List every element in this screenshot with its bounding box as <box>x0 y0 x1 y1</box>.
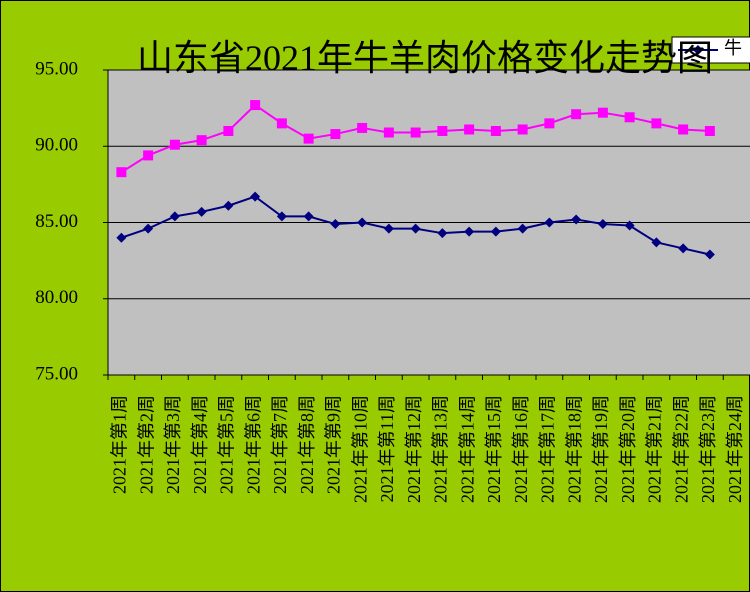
x-tick-label: 2021年第11周 <box>377 395 397 502</box>
data-point <box>571 109 582 120</box>
data-point <box>116 167 127 178</box>
data-point <box>143 150 154 161</box>
data-point <box>597 107 608 118</box>
data-point <box>678 243 689 254</box>
data-point <box>196 135 207 146</box>
x-tick-label: 2021年第19周 <box>591 395 611 503</box>
x-tick-label: 2021年第4周 <box>190 395 210 494</box>
data-point <box>357 217 368 228</box>
x-tick-label: 2021年第2周 <box>136 395 156 494</box>
data-point <box>383 223 394 234</box>
data-point <box>410 127 421 138</box>
legend: 牛 <box>671 36 750 64</box>
data-point <box>624 220 635 231</box>
x-tick-label: 2021年第8周 <box>297 395 317 494</box>
data-point <box>678 124 689 135</box>
x-tick-label: 2021年第20周 <box>618 395 638 503</box>
data-point <box>464 124 475 135</box>
x-tick-label: 2021年第17周 <box>538 395 558 503</box>
x-tick-label: 2021年第16周 <box>511 395 531 503</box>
x-tick-label: 2021年第5周 <box>217 395 237 494</box>
x-tick-label: 2021年第1周 <box>110 395 130 494</box>
data-point <box>410 223 421 234</box>
x-tick-label: 2021年第12周 <box>404 395 424 503</box>
x-tick-label: 2021年第21周 <box>645 395 665 503</box>
data-point <box>330 129 341 140</box>
data-point <box>169 139 180 150</box>
x-tick-label: 2021年第6周 <box>243 395 263 494</box>
x-tick-label: 2021年第14周 <box>457 395 477 503</box>
data-point <box>116 232 127 243</box>
x-tick-label: 2021年第23周 <box>698 395 718 503</box>
data-point <box>704 249 715 260</box>
x-tick-label: 2021年第3周 <box>163 395 183 494</box>
data-point <box>196 206 207 217</box>
y-tick-label: 90.00 <box>35 135 78 156</box>
data-point <box>330 219 341 230</box>
data-point <box>303 133 314 144</box>
y-tick-label: 75.00 <box>35 363 78 384</box>
data-point <box>651 118 662 129</box>
data-point <box>651 237 662 248</box>
data-point <box>250 191 261 202</box>
x-tick-label: 2021年第24周 <box>725 395 745 503</box>
data-point <box>490 226 501 237</box>
data-point <box>169 211 180 222</box>
data-point <box>437 228 448 239</box>
data-point <box>624 112 635 123</box>
data-point <box>223 126 234 136</box>
legend-label: 牛 <box>724 38 742 58</box>
data-point <box>383 127 394 138</box>
data-point <box>276 211 287 222</box>
x-tick-label: 2021年第9周 <box>324 395 344 494</box>
data-point <box>276 118 287 129</box>
x-tick-label: 2021年第18周 <box>564 395 584 503</box>
data-point <box>250 100 261 111</box>
data-point <box>464 226 475 237</box>
data-point <box>357 122 368 133</box>
data-point <box>544 217 555 228</box>
data-point <box>303 211 314 222</box>
y-tick-label: 85.00 <box>35 211 78 232</box>
data-point <box>517 124 528 135</box>
y-tick-label: 80.00 <box>35 287 78 308</box>
data-point <box>143 223 154 234</box>
chart-title: 山东省2021年牛羊肉价格变化走势图 <box>136 38 713 78</box>
y-tick-label: 95.00 <box>35 58 78 79</box>
x-tick-label: 2021年第10周 <box>350 395 370 503</box>
data-point <box>517 223 528 234</box>
data-point <box>704 126 715 136</box>
data-point <box>597 219 608 230</box>
x-tick-label: 2021年第7周 <box>270 395 290 494</box>
data-point <box>490 126 501 136</box>
data-point <box>437 126 448 136</box>
x-tick-label: 2021年第13周 <box>431 395 451 503</box>
x-tick-label: 2021年第15周 <box>484 395 504 503</box>
x-tick-label: 2021年第22周 <box>671 395 691 503</box>
data-point <box>571 214 582 225</box>
legend-marker <box>693 45 703 55</box>
data-point <box>544 118 555 129</box>
data-point <box>223 200 234 211</box>
